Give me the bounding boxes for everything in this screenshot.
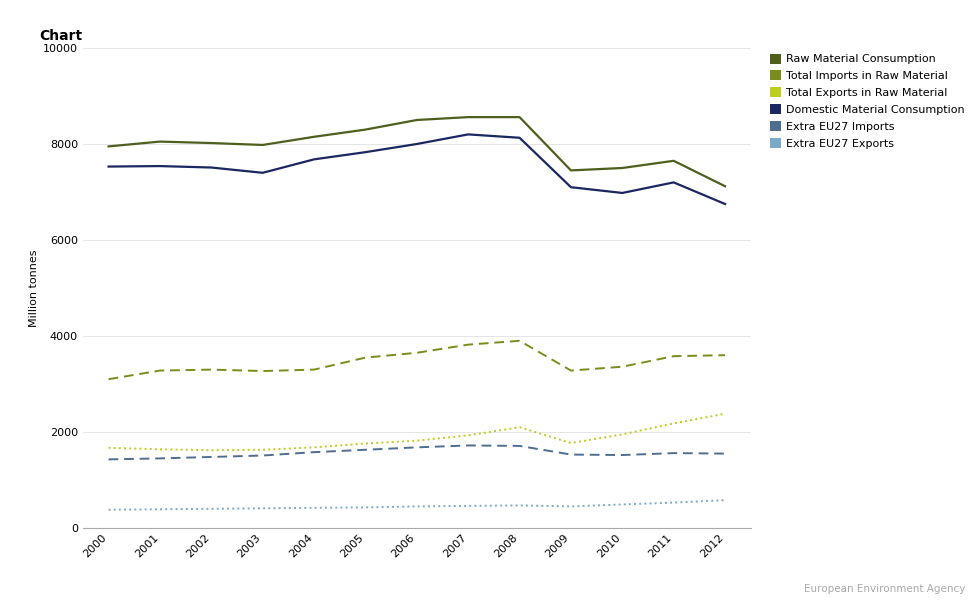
Text: Chart: Chart	[39, 29, 83, 43]
Legend: Raw Material Consumption, Total Imports in Raw Material, Total Exports in Raw Ma: Raw Material Consumption, Total Imports …	[769, 53, 965, 149]
Text: European Environment Agency: European Environment Agency	[803, 584, 965, 594]
Y-axis label: Million tonnes: Million tonnes	[29, 249, 39, 327]
